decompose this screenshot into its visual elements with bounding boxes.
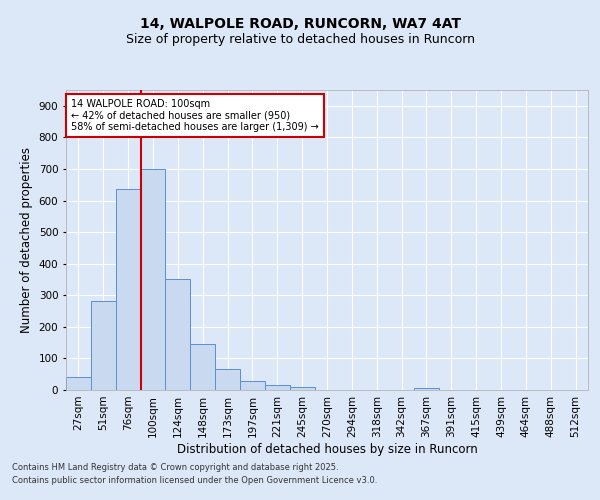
Bar bbox=[190, 344, 215, 390]
Bar bbox=[116, 190, 140, 390]
Bar bbox=[265, 386, 290, 390]
Bar bbox=[215, 370, 240, 390]
Text: 14 WALPOLE ROAD: 100sqm
← 42% of detached houses are smaller (950)
58% of semi-d: 14 WALPOLE ROAD: 100sqm ← 42% of detache… bbox=[71, 99, 319, 132]
Bar bbox=[290, 387, 314, 390]
Bar bbox=[91, 300, 116, 390]
Text: 14, WALPOLE ROAD, RUNCORN, WA7 4AT: 14, WALPOLE ROAD, RUNCORN, WA7 4AT bbox=[139, 18, 461, 32]
Y-axis label: Number of detached properties: Number of detached properties bbox=[20, 147, 33, 333]
X-axis label: Distribution of detached houses by size in Runcorn: Distribution of detached houses by size … bbox=[176, 442, 478, 456]
Text: Contains public sector information licensed under the Open Government Licence v3: Contains public sector information licen… bbox=[12, 476, 377, 485]
Bar bbox=[166, 280, 190, 390]
Text: Contains HM Land Registry data © Crown copyright and database right 2025.: Contains HM Land Registry data © Crown c… bbox=[12, 462, 338, 471]
Bar bbox=[140, 169, 166, 390]
Bar bbox=[240, 381, 265, 390]
Bar bbox=[414, 388, 439, 390]
Text: Size of property relative to detached houses in Runcorn: Size of property relative to detached ho… bbox=[125, 32, 475, 46]
Bar bbox=[66, 376, 91, 390]
